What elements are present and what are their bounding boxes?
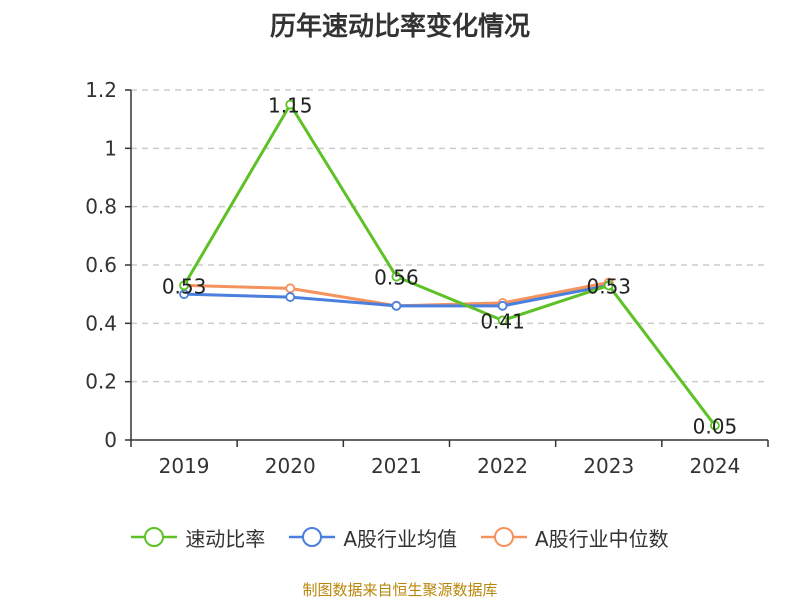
- y-tick-label: 0.2: [85, 370, 117, 394]
- x-tick-label: 2024: [689, 454, 740, 478]
- y-tick-label: 0.4: [85, 311, 117, 335]
- legend-item-quick-ratio[interactable]: 速动比率: [131, 523, 265, 552]
- x-tick-label: 2020: [265, 454, 316, 478]
- data-label: 0.41: [480, 309, 525, 333]
- legend-label-industry-mean: A股行业均值: [343, 526, 457, 551]
- data-label: 0.53: [162, 274, 207, 298]
- x-tick-label: 2019: [159, 454, 210, 478]
- data-label: 1.15: [268, 94, 313, 118]
- data-point-0[interactable]: [497, 315, 508, 326]
- legend: 速动比率 A股行业均值 A股行业中位数: [0, 519, 800, 555]
- legend-label-industry-median: A股行业中位数: [535, 526, 669, 551]
- chart-title: 历年速动比率变化情况: [269, 12, 530, 42]
- data-label: 0.53: [586, 274, 631, 298]
- x-tick-label: 2023: [583, 454, 634, 478]
- y-tick-label: 0.6: [85, 253, 117, 277]
- data-point-1[interactable]: [391, 300, 402, 311]
- data-label: 0.05: [693, 414, 738, 438]
- data-label: 0.56: [374, 266, 419, 290]
- grid-lines: [131, 89, 768, 383]
- source-note: 制图数据来自恒生聚源数据库: [302, 581, 498, 599]
- data-point-0[interactable]: [710, 420, 720, 431]
- data-point-0[interactable]: [391, 271, 402, 282]
- data-point-1[interactable]: [285, 292, 296, 302]
- legend-item-industry-median[interactable]: A股行业中位数: [481, 523, 669, 552]
- series-lines: [179, 99, 720, 431]
- data-point-2[interactable]: [285, 283, 296, 294]
- y-tick-label: 0.8: [85, 195, 117, 219]
- series-line-0: [182, 103, 717, 427]
- y-tick-label: 1.2: [85, 78, 117, 102]
- data-point-1[interactable]: [497, 300, 508, 311]
- data-labels: 0.53 1.15 0.56 0.41 0.53 0.05: [162, 94, 737, 439]
- legend-label-quick-ratio: 速动比率: [185, 526, 266, 551]
- x-tick-label: 2021: [371, 454, 422, 478]
- legend-marker-green-icon: [131, 527, 178, 547]
- data-point-0[interactable]: [285, 99, 296, 110]
- legend-item-industry-mean[interactable]: A股行业均值: [289, 523, 457, 552]
- y-tick-label: 1: [104, 136, 117, 160]
- data-point-0[interactable]: [603, 280, 614, 291]
- data-point-0[interactable]: [179, 280, 189, 291]
- axes: 0 0.2 0.4 0.6 0.8 1 1.2 2019 2020 2021 2022 2023 202…: [85, 78, 769, 478]
- y-tick-label: 0: [104, 428, 117, 452]
- x-tick-label: 2022: [477, 454, 528, 478]
- legend-marker-blue-icon: [289, 527, 336, 547]
- legend-marker-orange-icon: [481, 527, 527, 547]
